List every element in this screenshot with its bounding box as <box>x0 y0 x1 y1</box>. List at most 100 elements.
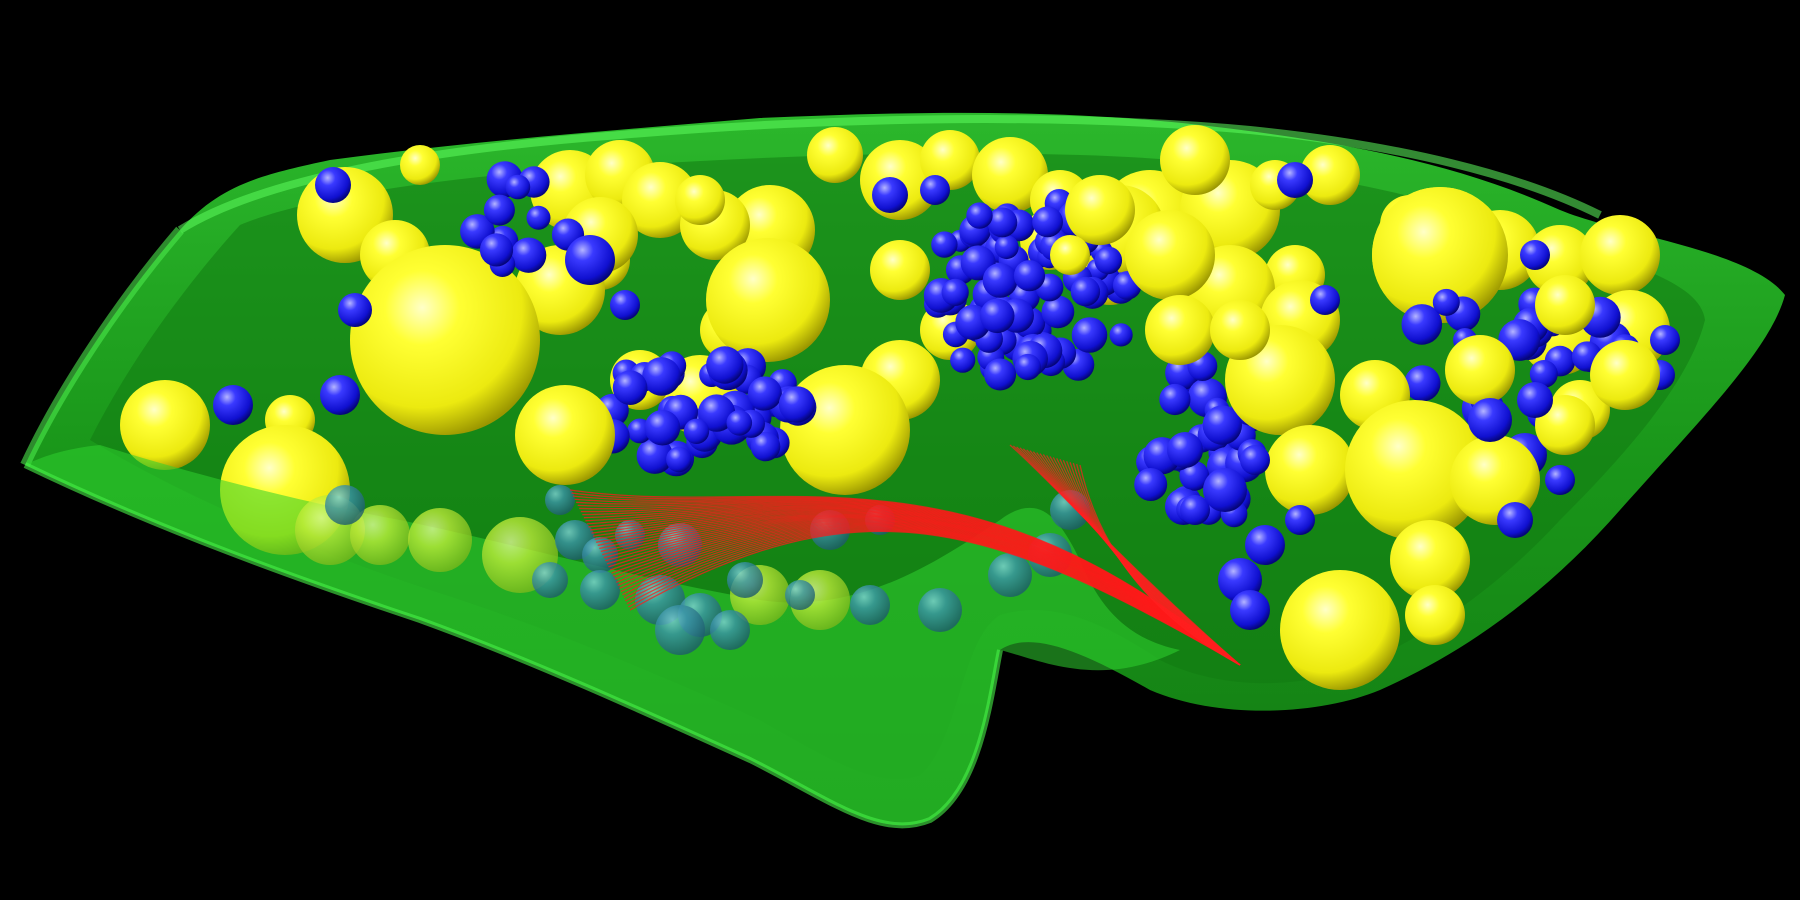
yellow-granule <box>1280 570 1400 690</box>
blue-vesicle <box>505 174 531 200</box>
blue-vesicle <box>987 207 1018 238</box>
blue-vesicle-through-membrane <box>325 485 365 525</box>
yellow-granule-through-membrane <box>408 508 472 572</box>
yellow-granule <box>1125 210 1215 300</box>
yellow-granule <box>972 137 1048 213</box>
blue-vesicle <box>1041 295 1075 329</box>
blue-vesicle <box>1159 383 1191 416</box>
blue-vesicle <box>747 376 782 411</box>
blue-vesicle <box>1180 495 1210 525</box>
yellow-granule <box>1580 215 1660 295</box>
blue-vesicle <box>1230 590 1270 630</box>
blue-vesicle <box>1529 360 1558 388</box>
yellow-granule <box>1345 400 1485 540</box>
blue-vesicle <box>984 358 1017 391</box>
blue-vesicle <box>1432 288 1460 316</box>
yellow-granule <box>1590 340 1660 410</box>
blue-vesicle <box>750 431 781 462</box>
red-filament <box>629 530 1241 666</box>
blue-vesicle-through-membrane <box>785 580 815 610</box>
blue-vesicle <box>483 194 515 226</box>
yellow-granule-through-membrane <box>350 505 410 565</box>
yellow-granule <box>1405 585 1465 645</box>
blue-vesicle <box>726 410 753 436</box>
blue-vesicle <box>1240 445 1270 475</box>
yellow-granule <box>515 385 615 485</box>
blue-vesicle <box>778 386 816 423</box>
blue-vesicle <box>706 346 744 384</box>
blue-vesicle <box>636 437 673 474</box>
blue-vesicle <box>920 175 950 205</box>
blue-vesicle <box>213 385 253 425</box>
blue-vesicle <box>1650 325 1680 355</box>
blue-vesicle-through-membrane <box>727 562 763 598</box>
blue-vesicle-through-membrane <box>850 585 890 625</box>
yellow-granule <box>1535 275 1595 335</box>
red-filament-bundle <box>569 444 1241 666</box>
red-filament <box>1079 464 1241 666</box>
yellow-granule-large <box>1372 187 1508 323</box>
yellow-granule-large <box>350 245 540 435</box>
yellow-granule <box>807 127 863 183</box>
blue-vesicle <box>565 235 615 285</box>
blue-vesicle <box>1497 502 1533 538</box>
yellow-granule <box>1535 395 1595 455</box>
yellow-granule <box>1145 295 1215 365</box>
blue-vesicle <box>644 409 681 446</box>
blue-vesicle <box>1094 246 1123 275</box>
blue-vesicle <box>1070 276 1101 307</box>
blue-vesicle <box>683 418 710 444</box>
blue-vesicle <box>1245 525 1285 565</box>
blue-vesicle-through-membrane <box>580 570 620 610</box>
yellow-granule <box>1445 335 1515 405</box>
blue-vesicle <box>338 293 372 327</box>
blue-vesicle <box>1277 162 1313 198</box>
blue-vesicle <box>1520 240 1550 270</box>
yellow-granule-large <box>780 365 910 495</box>
yellow-granule <box>1065 175 1135 245</box>
blue-vesicle <box>320 375 360 415</box>
blue-vesicle <box>941 278 969 306</box>
blue-vesicle <box>1545 465 1575 495</box>
blue-vesicle <box>872 177 908 213</box>
blue-vesicle <box>1517 382 1553 418</box>
blue-vesicle <box>982 263 1018 298</box>
blue-vesicle <box>1167 432 1203 468</box>
blue-vesicle <box>1013 260 1046 292</box>
blue-vesicle-spheres-front <box>1167 285 1553 630</box>
blue-vesicle <box>950 347 976 373</box>
blue-vesicle <box>931 231 958 258</box>
yellow-granule <box>870 240 930 300</box>
blue-vesicle <box>1014 353 1041 381</box>
blue-vesicle <box>1109 323 1133 347</box>
blue-vesicle-through-membrane <box>710 610 750 650</box>
blue-vesicle <box>1203 468 1247 512</box>
yellow-granule <box>1300 145 1360 205</box>
blue-vesicle <box>966 202 993 229</box>
blue-vesicle <box>612 370 648 406</box>
yellow-granule <box>1050 235 1090 275</box>
blue-vesicle <box>1071 317 1108 353</box>
yellow-granule-large <box>706 238 830 362</box>
blue-vesicle <box>1134 468 1168 501</box>
blue-vesicle <box>994 235 1019 260</box>
blue-vesicle <box>479 233 514 267</box>
yellow-granule <box>1390 520 1470 600</box>
blue-vesicle <box>1179 460 1210 491</box>
yellow-granule <box>622 162 698 238</box>
blue-vesicle <box>979 298 1015 334</box>
blue-vesicle <box>1310 285 1340 315</box>
blue-vesicle <box>1202 405 1243 445</box>
blue-vesicle-through-membrane <box>545 485 575 515</box>
blue-vesicle <box>1285 505 1315 535</box>
membrane-rim-highlight <box>177 115 1602 234</box>
blue-vesicle <box>1468 398 1512 442</box>
yellow-granule <box>120 380 210 470</box>
yellow-granule <box>1265 425 1355 515</box>
blue-vesicle <box>642 357 681 396</box>
blue-vesicle-through-membrane <box>918 588 962 632</box>
blue-vesicle-through-membrane <box>655 605 705 655</box>
blue-vesicle <box>1032 206 1063 238</box>
membrane-left-edge <box>20 226 184 468</box>
